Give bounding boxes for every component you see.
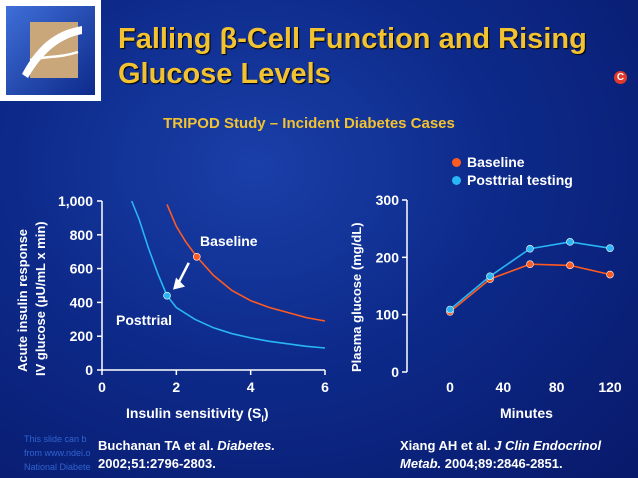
legend-item-baseline: Baseline [452, 153, 573, 171]
right-citation-journal: J Clin Endocrinol [494, 438, 602, 453]
title-line-2: Glucose Levels [118, 58, 331, 90]
legend: Baseline Posttrial testing [452, 153, 573, 189]
legend-item-posttrial: Posttrial testing [452, 171, 573, 189]
right-y-tick-label: 100 [376, 307, 400, 323]
faint-line-1: This slide can b [24, 434, 87, 444]
faint-source-text: This slide can b from www.ndei.o Nationa… [24, 432, 91, 474]
left-y-tick-label: 200 [70, 328, 94, 344]
left-x-axis-label-text: Insulin sensitivity (S [126, 405, 262, 421]
left-citation-line-2: 2002;51:2796-2803. [98, 456, 216, 471]
right-series-point [566, 238, 574, 246]
left-y-tick-label: 600 [70, 261, 94, 277]
right-chart: 0 100 200 300 0 40 80 120 [376, 192, 622, 395]
right-citation-line-1: Xiang AH et al. J Clin Endocrinol [400, 437, 601, 455]
faint-line-3: National Diabete [24, 462, 91, 472]
right-citation-rest: 2004;89:2846-2851. [441, 456, 563, 471]
right-x-tick-label: 120 [598, 379, 622, 395]
right-x-tick-label: 80 [549, 379, 565, 395]
left-y-tick-label: 0 [85, 362, 93, 378]
right-y-tick-label: 0 [391, 364, 399, 380]
legend-posttrial-label: Posttrial testing [467, 172, 573, 188]
left-citation-authors: Buchanan TA et al. [98, 438, 218, 453]
slide-title: Falling β-Cell Function and Rising Gluco… [118, 22, 618, 92]
right-series-point [446, 305, 454, 314]
logo [0, 0, 101, 101]
right-x-tick-label: 0 [446, 379, 454, 395]
right-series-line [449, 263, 611, 313]
right-series-point [606, 244, 614, 252]
right-series-point [566, 261, 574, 270]
right-citation-line-2: Metab. 2004;89:2846-2851. [400, 455, 601, 473]
chart-subtitle: TRIPOD Study – Incident Diabetes Cases [0, 115, 638, 132]
left-y-tick-label: 1,000 [58, 193, 93, 209]
left-series-line-posttrial [130, 200, 326, 349]
left-x-axis-label-sub: I [261, 413, 264, 424]
right-y-tick-label: 200 [376, 249, 400, 265]
legend-posttrial-dot [452, 175, 461, 185]
right-x-axis-label: Minutes [500, 405, 553, 421]
right-series-point [526, 244, 534, 253]
right-citation: Xiang AH et al. J Clin Endocrinol Metab.… [400, 437, 601, 473]
left-citation-line-1: Buchanan TA et al. Diabetes. [98, 437, 275, 455]
left-y-tick-label: 800 [70, 227, 94, 243]
right-citation-journal-2: Metab. [400, 456, 442, 471]
baseline-annotation: Baseline [200, 233, 258, 249]
left-x-axis-label-end: ) [263, 405, 269, 421]
legend-baseline-dot [452, 157, 461, 167]
left-x-tick-label: 6 [321, 379, 329, 395]
left-citation-journal: Diabetes. [217, 438, 275, 453]
right-x-tick-label: 40 [496, 379, 512, 395]
left-x-tick-label: 0 [98, 379, 106, 395]
left-x-axis-label: Insulin sensitivity (SI) [126, 404, 269, 428]
right-series-point [606, 270, 614, 279]
posttrial-annotation: Posttrial [116, 312, 172, 328]
legend-baseline-label: Baseline [467, 154, 525, 170]
left-chart: 0 200 400 600 800 1,000 0 2 4 6 Baseline Posttrial [58, 193, 329, 395]
left-series-marker-posttrial [163, 291, 171, 300]
shift-arrow-head [173, 277, 186, 290]
left-series-marker-baseline [192, 252, 201, 261]
left-x-tick-label: 4 [247, 379, 255, 395]
right-y-tick-label: 300 [376, 192, 400, 208]
faint-line-2: from www.ndei.o [24, 448, 91, 458]
left-x-tick-label: 2 [172, 379, 180, 395]
subtitle-text: TRIPOD Study – Incident Diabetes Cases [163, 115, 455, 132]
right-citation-authors: Xiang AH et al. [400, 438, 495, 453]
left-y-tick-label: 400 [70, 294, 94, 310]
left-series-line-baseline [166, 204, 326, 322]
section-badge: C [614, 71, 627, 84]
left-citation: Buchanan TA et al. Diabetes. 2002;51:279… [98, 437, 275, 473]
right-series-point [526, 260, 534, 269]
title-line-1: Falling β-Cell Function and Rising [118, 23, 587, 55]
right-series-point [486, 272, 494, 281]
